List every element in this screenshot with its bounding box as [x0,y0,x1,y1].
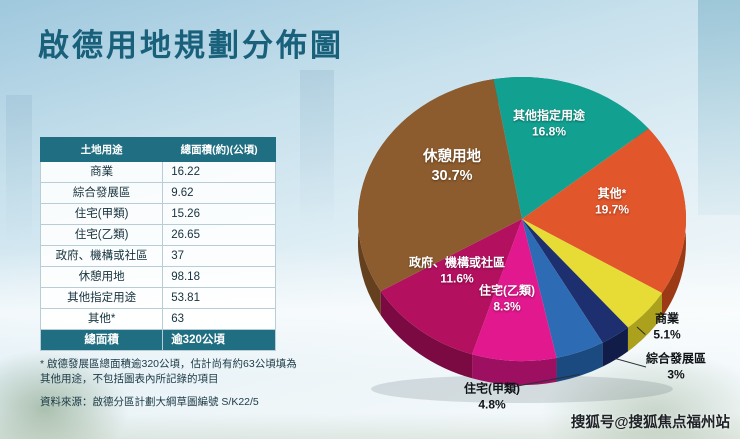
pie-slice-1 [522,128,686,293]
pie-slice-3 [522,219,628,343]
pie-slice-side-3 [602,327,628,367]
page-title: 啟德用地規劃分佈圖 [38,28,344,63]
table-row: 住宅(甲類) 15.26 [39,203,276,225]
cell-area: 63 [162,308,276,330]
cell-land-use: 其他* [39,308,164,330]
background-building-mid [300,70,334,230]
cell-area: 16.22 [162,161,276,183]
land-use-table: 土地用途 總面積(約)(公頃) 商業 16.22 綜合發展區 9.62 住宅(甲類) 15… [39,137,276,351]
pie-slice-side-6 [380,291,473,379]
cell-land-use: 住宅(乙類) [39,224,164,246]
table-row: 綜合發展區 9.62 [39,182,276,204]
pie-connector-3 [614,357,647,368]
pie-slice-7 [358,79,522,292]
cell-land-use: 住宅(甲類) [39,203,164,225]
footnote-asterisk: * 啟德發展區總面積逾320公頃，估計尚有約63公頃填為其他用途，不包括圖表內所… [40,358,297,385]
footnote-source: 資料來源：啟德分區計劃大綱草圖編號 S/K22/5 [40,396,259,409]
background-ground [0,413,740,439]
watermark: 搜狐号@搜狐焦点福州站 [570,415,730,431]
background-building-left [6,95,32,245]
table-header-row: 土地用途 總面積(約)(公頃) [39,137,276,162]
cell-land-use: 休憩用地 [39,266,164,288]
total-label: 總面積 [39,329,164,351]
background-building-right [698,0,740,215]
table-row: 休憩用地 98.18 [39,266,276,288]
pie-slice-side-2 [627,292,662,352]
cell-area: 37 [162,245,276,267]
pie-slice-4 [522,219,603,358]
pie-slice-side-5 [472,354,557,385]
pie-slice-label: 住宅(乙類) 8.3% [479,283,535,313]
pie-slice-label: 住宅(甲類) 4.8% [464,381,520,411]
cell-land-use: 其他指定用途 [39,287,164,309]
pie-slice-label: 其他* 19.7% [594,186,630,216]
table-total-row: 總面積 逾320公頃 [39,329,276,351]
pie-slice-0 [493,77,649,219]
table-row: 政府、機構或社區 37 [39,245,276,267]
cell-land-use: 商業 [39,161,164,183]
header-land-use: 土地用途 [39,137,164,162]
pie-slice-6 [380,219,522,355]
table-row: 商業 16.22 [39,161,276,183]
cell-area: 98.18 [162,266,276,288]
pie-slice-label: 綜合發展區 3% [645,351,707,381]
pie-slice-label: 商業 5.1% [653,311,681,341]
total-value: 逾320公頃 [162,329,276,351]
cell-area: 53.81 [162,287,276,309]
footnotes: * 啟德發展區總面積逾320公頃，估計尚有約63公頃填為其他用途，不包括圖表內所… [40,357,302,410]
table-row: 住宅(乙類) 26.65 [39,224,276,246]
pie-connector-4 [511,373,580,388]
cell-land-use: 政府、機構或社區 [39,245,164,267]
pie-slice-5 [472,219,557,361]
header-total-area: 總面積(約)(公頃) [162,137,276,162]
pie-slice-2 [522,219,662,328]
pie-slice-side-4 [556,342,603,382]
cell-land-use: 綜合發展區 [39,182,164,204]
pie-slice-label: 其他指定用途 16.8% [512,108,586,138]
table-row: 其他* 63 [39,308,276,330]
cell-area: 26.65 [162,224,276,246]
pie-slice-label: 政府、機構或社區 11.6% [408,255,506,285]
table-row: 其他指定用途 53.81 [39,287,276,309]
background-foliage-left [0,349,130,439]
pie-shadow [371,375,673,403]
pie-connector-2 [636,326,646,335]
pie-slice-label: 休憩用地 30.7% [423,149,481,184]
cell-area: 15.26 [162,203,276,225]
cell-area: 9.62 [162,182,276,204]
